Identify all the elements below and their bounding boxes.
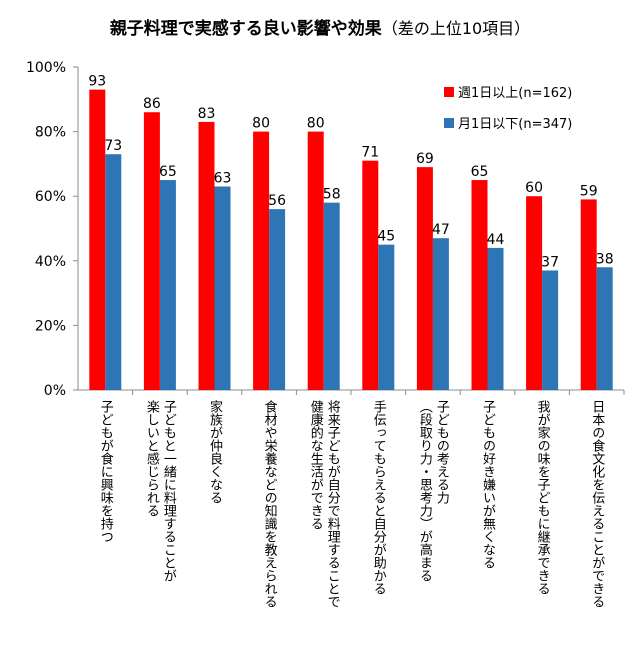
bar [596, 267, 613, 390]
bar [89, 89, 106, 391]
category-label: 楽しいと感じられる [144, 399, 160, 517]
category-label: 我が家の味を子どもに継承できる [535, 400, 551, 595]
bar [416, 167, 433, 390]
legend-swatch [444, 118, 454, 128]
bar [580, 199, 597, 390]
category-label: 子どもと一緒に料理することが [161, 400, 177, 582]
data-label: 65 [159, 164, 177, 180]
data-label: 45 [377, 229, 395, 245]
data-label: 71 [361, 145, 379, 161]
chart-title-main: 親子料理で実感する良い影響や効果 [109, 19, 382, 39]
bar [526, 196, 543, 390]
data-label: 65 [471, 164, 489, 180]
data-label: 93 [88, 74, 106, 90]
category-label: 健康的な生活ができる [308, 400, 324, 530]
bar [253, 131, 270, 390]
bar [432, 238, 449, 390]
data-label: 47 [432, 222, 450, 238]
legend-entry: 週1日以上(n=162) [458, 86, 572, 101]
chart-subtitle: （差の上位10項目） [381, 19, 531, 38]
category-label: 日本の食文化を伝えることができる [589, 400, 605, 608]
bar [159, 180, 176, 390]
data-label: 58 [323, 187, 341, 203]
data-label: 60 [525, 180, 543, 196]
bar [269, 209, 286, 390]
category-label: 子どもが食に興味を持つ [98, 400, 114, 543]
data-label: 86 [143, 96, 161, 112]
category-label: 将来子どもが自分で料理することで [325, 400, 341, 608]
legend: 週1日以上(n=162) 月1日以下(n=347) [444, 86, 572, 132]
data-label: 63 [214, 171, 232, 187]
bar [542, 270, 559, 390]
category-label: 食材や栄養などの知識を教えられる [262, 399, 278, 608]
y-tick-label: 100% [26, 60, 66, 76]
data-label: 80 [307, 116, 325, 132]
category-label: 家族が仲良くなる [207, 399, 223, 504]
bar [471, 180, 488, 390]
y-tick-label: 0% [44, 383, 66, 399]
data-label: 83 [198, 106, 216, 122]
bar [105, 154, 122, 390]
category-label: （段取り力・思考力）が高まる [417, 400, 433, 582]
data-label: 69 [416, 151, 434, 167]
chart-title: 親子料理で実感する良い影響や効果（差の上位10項目） [0, 14, 640, 39]
category-label: 子どもの好き嫌いが無くなる [480, 400, 496, 569]
data-label: 80 [252, 116, 270, 132]
bar [198, 121, 215, 390]
y-tick-label: 60% [35, 189, 66, 205]
bar [143, 112, 160, 390]
bar [378, 244, 395, 390]
data-label: 38 [596, 251, 614, 267]
bar [214, 186, 231, 390]
y-tick-label: 80% [35, 125, 66, 141]
data-labels: 93 73 86 65 83 63 80 56 80 58 71 45 69 47 65 44 60 37 59 38 [88, 74, 613, 271]
data-label: 37 [541, 254, 559, 270]
data-label: 56 [268, 193, 286, 209]
y-tick-label: 20% [35, 318, 66, 334]
bar [487, 247, 504, 390]
bars [89, 89, 613, 391]
legend-swatch [444, 87, 454, 97]
legend-entry: 月1日以下(n=347) [458, 117, 572, 132]
bar [362, 160, 379, 390]
data-label: 73 [104, 138, 122, 154]
category-label: 子どもの考える力 [434, 400, 450, 505]
category-label: 手伝ってもらえると自分が助かる [371, 400, 387, 595]
bar [307, 131, 324, 390]
data-label: 59 [580, 183, 598, 199]
data-label: 44 [487, 232, 505, 248]
y-tick-label: 40% [35, 254, 66, 270]
bar [323, 202, 340, 390]
